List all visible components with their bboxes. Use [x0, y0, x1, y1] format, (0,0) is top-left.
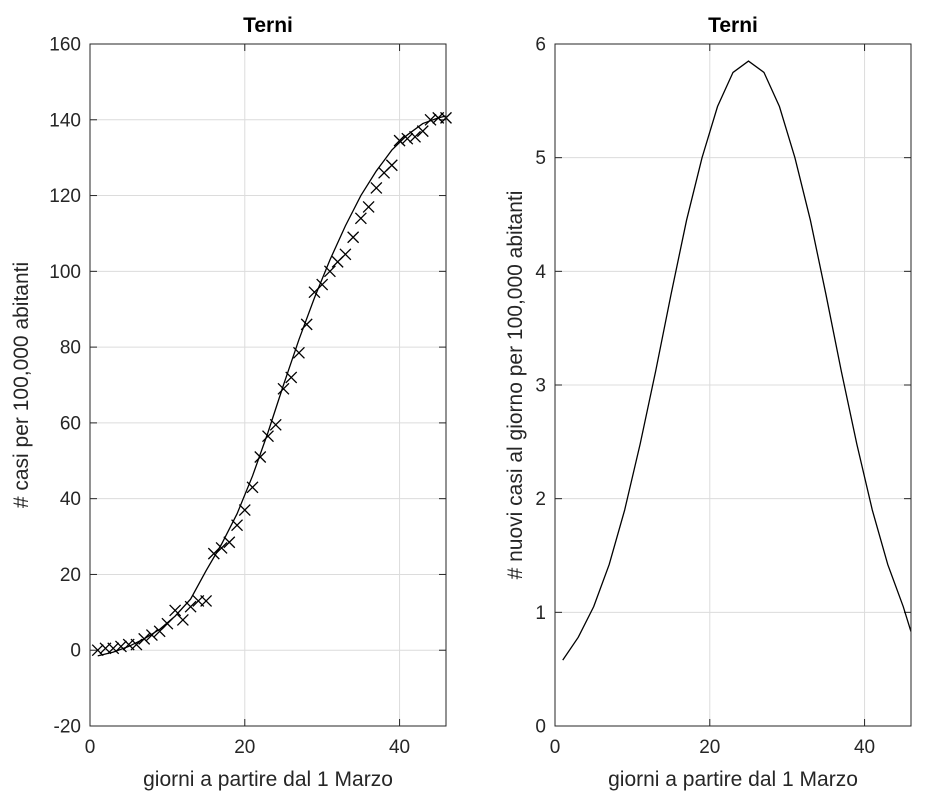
right-ytick-label: 0 — [535, 717, 546, 738]
left-data-point — [393, 134, 406, 147]
left-data-point — [176, 613, 189, 626]
left-data-point — [91, 644, 104, 657]
left-xtick-label: 20 — [234, 737, 255, 758]
right-ytick-label: 4 — [535, 262, 546, 283]
left-data-point — [339, 248, 352, 261]
left-ytick-label: 40 — [60, 489, 81, 510]
right-y-axis-label: # nuovi casi al giorno per 100,000 abita… — [504, 191, 527, 580]
left-data-point — [107, 642, 120, 655]
left-data-point — [169, 604, 182, 617]
left-data-point — [200, 595, 213, 607]
left-y-axis-label: # casi per 100,000 abitanti — [10, 262, 33, 508]
left-ytick-label: 140 — [49, 110, 81, 131]
right-panel: 0 1 2 3 4 5 6 0 20 40 Terni giorni a partire dal 1 … — [504, 14, 912, 791]
right-x-axis-label: giorni a partire dal 1 Marzo — [608, 768, 858, 791]
left-data-point — [416, 125, 429, 138]
left-data-point — [238, 504, 251, 516]
left-ytick-label: -20 — [54, 717, 81, 738]
right-ytick-label: 5 — [535, 148, 546, 169]
left-ytick-label: 120 — [49, 186, 81, 207]
right-ytick-label: 2 — [535, 489, 546, 510]
left-x-axis-label: giorni a partire dal 1 Marzo — [143, 768, 393, 791]
right-xtick-label: 0 — [550, 737, 561, 758]
left-xtick-label: 0 — [85, 737, 96, 758]
right-xtick-label: 20 — [699, 737, 720, 758]
left-data-point — [277, 382, 290, 395]
right-ytick-label: 3 — [535, 376, 546, 397]
left-data-point — [409, 130, 422, 143]
right-chart-title: Terni — [708, 14, 758, 37]
left-ytick-label: 160 — [49, 35, 81, 56]
left-fit-curve — [97, 115, 446, 657]
left-ytick-label: 0 — [70, 641, 81, 662]
left-data-point — [262, 430, 274, 443]
left-chart-title: Terni — [243, 14, 293, 37]
right-axes-box — [554, 43, 912, 727]
right-xtick-label: 40 — [854, 737, 875, 758]
left-data-point — [424, 113, 437, 126]
left-data-point — [362, 200, 375, 213]
left-axes-box — [89, 43, 447, 727]
left-data-point — [385, 159, 398, 172]
left-ytick-label: 60 — [60, 413, 81, 434]
left-ytick-label: 20 — [60, 565, 81, 586]
right-ytick-label: 6 — [535, 35, 546, 56]
left-data-point — [401, 132, 414, 145]
left-data-point — [370, 182, 383, 194]
left-data-point — [347, 231, 360, 244]
right-fit-curve — [562, 60, 911, 661]
left-ytick-label: 80 — [60, 338, 81, 359]
left-data-point — [223, 536, 236, 549]
left-data-point — [246, 481, 259, 494]
left-xtick-label: 40 — [389, 737, 410, 758]
left-data-point — [354, 212, 367, 225]
right-ytick-label: 1 — [535, 603, 546, 624]
left-data-point — [254, 451, 267, 463]
left-ytick-label: 100 — [49, 262, 81, 283]
